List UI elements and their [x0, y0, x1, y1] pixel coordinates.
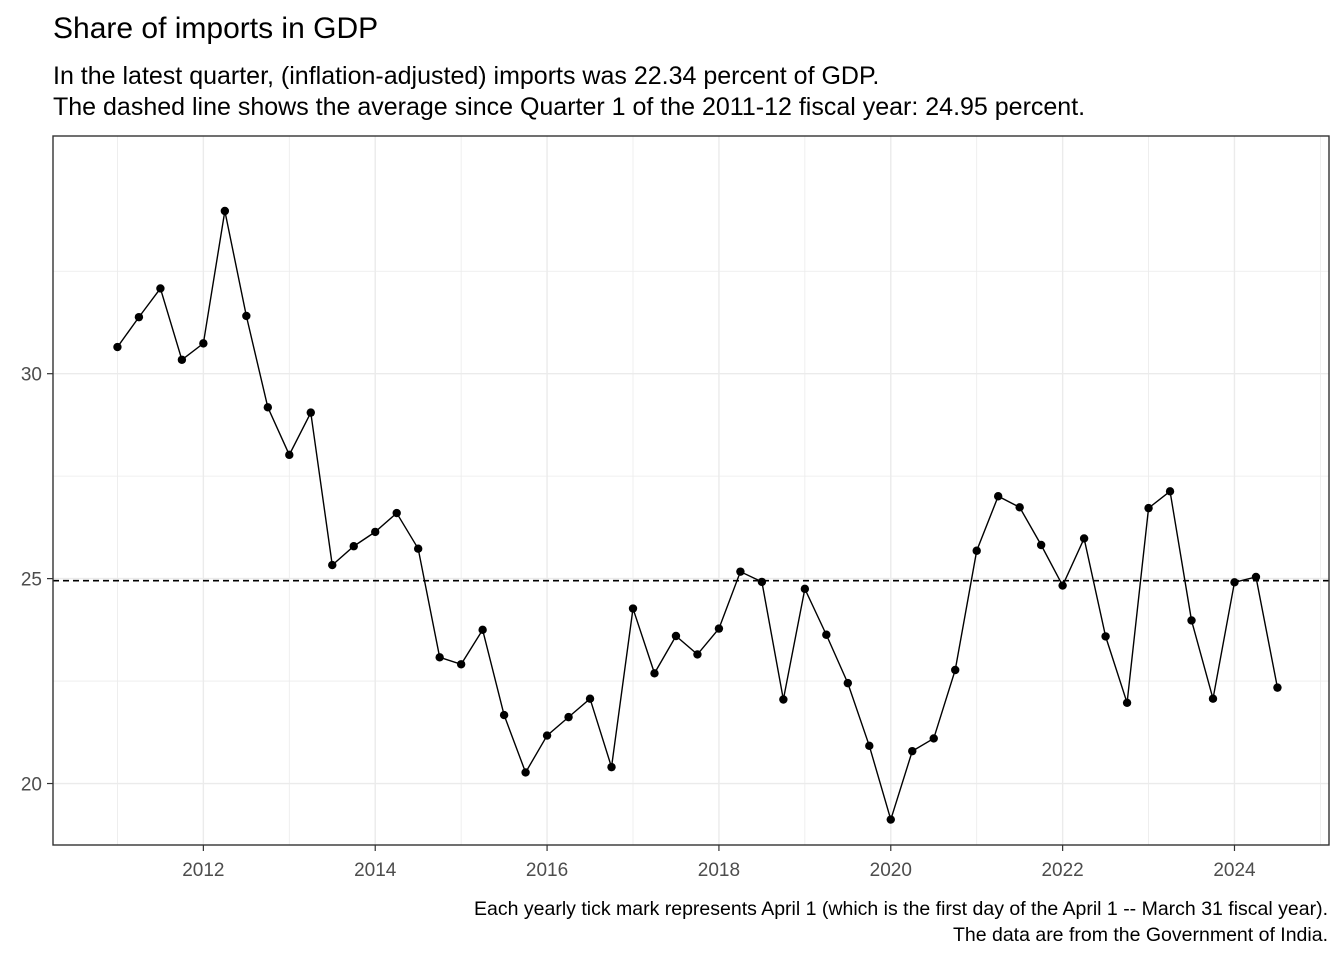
subtitle-line-2: The dashed line shows the average since …: [53, 93, 1086, 121]
data-point: [242, 311, 251, 321]
data-point: [929, 734, 938, 743]
data-point: [134, 312, 144, 322]
data-point: [1251, 572, 1261, 582]
x-tick-label: 2020: [870, 860, 912, 881]
panel-border: [52, 135, 1330, 846]
grid-lines: [53, 136, 1329, 845]
data-point: [328, 560, 337, 570]
data-point: [413, 544, 423, 553]
data-points: [113, 206, 1282, 824]
data-point: [1122, 698, 1132, 707]
series-line: [116, 210, 1279, 823]
data-point: [736, 567, 745, 576]
data-point: [1079, 534, 1089, 543]
y-tick-label: 20: [21, 775, 42, 796]
data-point: [628, 604, 638, 613]
y-tick-label: 30: [21, 365, 42, 386]
chart-subtitle: In the latest quarter, (inflation-adjust…: [53, 61, 1085, 123]
data-point: [542, 731, 552, 740]
data-point: [156, 284, 165, 293]
data-point: [478, 625, 487, 635]
data-point: [435, 653, 444, 662]
data-point: [800, 584, 810, 594]
data-point: [1208, 694, 1218, 703]
data-point: [521, 768, 530, 777]
data-point: [1144, 503, 1153, 513]
caption-line-1: Each yearly tick mark represents April 1…: [474, 898, 1328, 920]
x-tick-label: 2018: [698, 860, 740, 881]
chart-caption: Each yearly tick mark represents April 1…: [474, 896, 1328, 948]
data-point: [220, 206, 230, 216]
data-point: [972, 546, 981, 555]
data-point: [199, 339, 208, 348]
data-point: [113, 342, 122, 352]
data-point: [177, 355, 187, 364]
data-point: [1230, 578, 1239, 587]
data-point: [886, 815, 895, 824]
data-point: [456, 660, 466, 669]
y-tick-label: 25: [21, 570, 42, 591]
x-tick-label: 2016: [526, 860, 568, 881]
data-point: [843, 678, 853, 688]
data-point: [757, 577, 767, 587]
series-path: [116, 210, 1279, 823]
data-point: [714, 624, 724, 633]
data-point: [285, 450, 294, 460]
data-point: [865, 741, 874, 751]
caption-line-2: The data are from the Government of Indi…: [952, 924, 1328, 946]
data-point: [392, 508, 401, 518]
subtitle-line-1: In the latest quarter, (inflation-adjust…: [53, 62, 880, 90]
data-point: [1036, 540, 1046, 550]
data-point: [822, 630, 831, 639]
data-point: [1273, 683, 1282, 692]
x-tick-label: 2012: [182, 860, 224, 881]
data-point: [1187, 616, 1196, 625]
data-point: [650, 669, 659, 678]
data-point: [1101, 632, 1110, 641]
data-point: [349, 542, 358, 551]
x-tick-label: 2022: [1041, 860, 1083, 881]
x-tick-label: 2024: [1213, 860, 1256, 881]
data-point: [779, 695, 788, 704]
x-tick-label: 2014: [354, 860, 397, 881]
data-point: [908, 746, 917, 756]
data-point: [371, 527, 380, 537]
data-point: [306, 408, 315, 417]
chart-title: Share of imports in GDP: [53, 12, 379, 45]
data-point: [585, 694, 595, 703]
data-point: [693, 650, 702, 659]
data-point: [671, 631, 681, 641]
data-point: [993, 492, 1003, 501]
data-point: [499, 710, 509, 720]
data-point: [564, 712, 573, 722]
axis-ticks: 2012 2014 2016 2018 2020 2022 2024 20 25 30: [21, 365, 1256, 881]
data-point: [1165, 487, 1175, 496]
data-point: [951, 665, 960, 675]
data-point: [1015, 503, 1024, 512]
data-point: [263, 403, 273, 412]
data-point: [1058, 581, 1067, 590]
data-point: [607, 762, 616, 772]
